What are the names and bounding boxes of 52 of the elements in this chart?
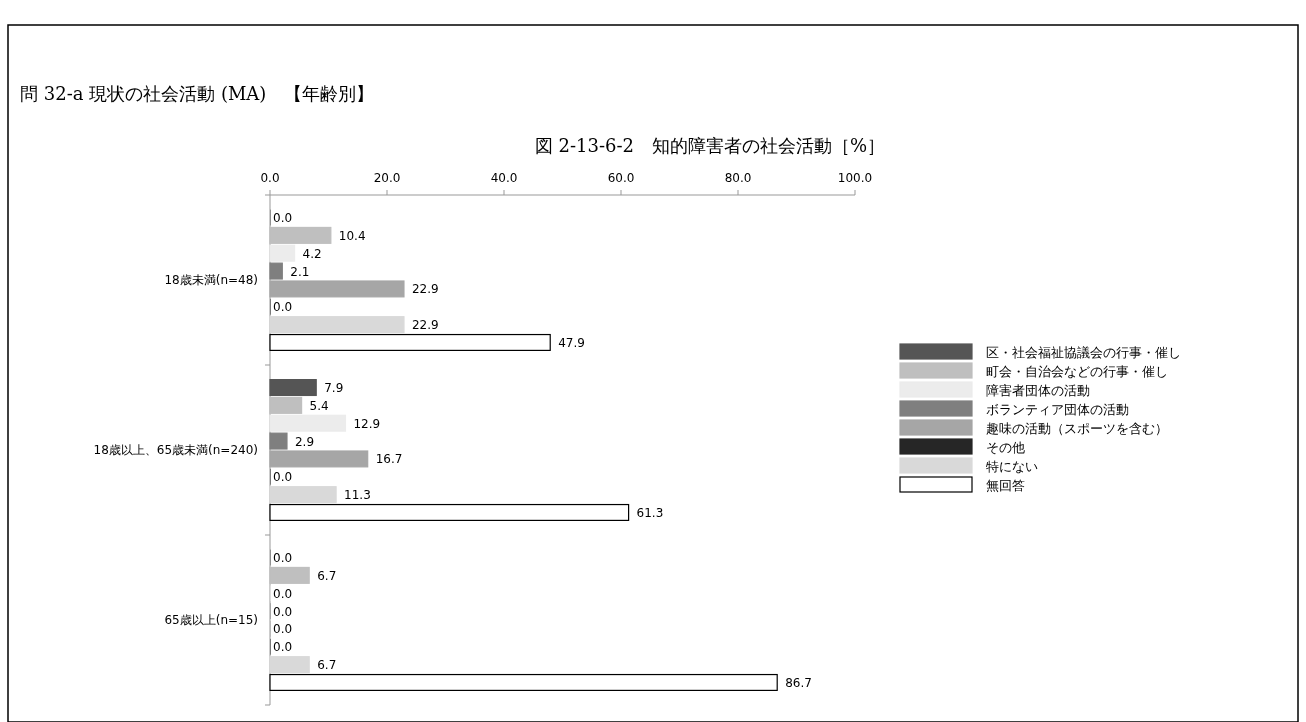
bar	[269, 396, 303, 414]
x-tick-label: 100.0	[837, 171, 873, 185]
bar	[269, 673, 778, 691]
data-label: 7.9	[324, 381, 344, 396]
y-tick-label: 18歳未満(n=48)	[164, 273, 258, 287]
data-label: 0.0	[273, 470, 293, 485]
x-tick-label: 20.0	[373, 171, 401, 185]
data-label: 0.0	[273, 300, 293, 315]
chart-title: 問 32-a 現状の社会活動 (MA) 【年齢別】	[20, 83, 375, 104]
x-tick-label: 0.0	[260, 171, 280, 185]
data-label: 47.9	[558, 335, 585, 350]
data-label: 0.0	[273, 551, 293, 566]
x-tick-label: 80.0	[724, 171, 752, 185]
data-label: 5.4	[309, 398, 329, 413]
bar	[269, 244, 296, 262]
data-label: 22.9	[411, 318, 439, 333]
bar	[269, 656, 310, 674]
y-tick-label: 65歳以上(n=15)	[164, 613, 258, 627]
data-label: 22.9	[411, 282, 439, 297]
bar	[269, 379, 317, 397]
bar	[269, 432, 288, 450]
bar	[269, 450, 369, 468]
data-label: 2.1	[290, 264, 310, 279]
data-label: 0.0	[273, 604, 293, 619]
bar	[269, 503, 630, 521]
data-label: 4.2	[302, 246, 322, 261]
bar	[269, 316, 405, 334]
data-label: 6.7	[317, 568, 337, 583]
data-label: 86.7	[785, 675, 812, 690]
data-label: 0.0	[273, 622, 293, 637]
bar	[269, 333, 551, 351]
bar	[269, 486, 337, 504]
data-label: 10.4	[338, 228, 366, 243]
data-label: 2.9	[294, 434, 315, 449]
data-label: 11.3	[344, 488, 371, 503]
data-label: 12.9	[353, 416, 381, 431]
bar	[269, 414, 347, 432]
data-label: 16.7	[375, 452, 403, 467]
chart-subtitle: 図 2-13-6-2 知的障害者の社会活動［%］	[534, 135, 886, 156]
data-label: 0.0	[273, 211, 293, 226]
x-tick-label: 60.0	[607, 171, 635, 185]
x-tick-label: 40.0	[490, 171, 518, 185]
data-label: 0.0	[273, 640, 293, 655]
legend: 区・社会福祉協議会の行事・催し 町会・自治会などの行事・催し 障害者団体の活動 ボランティア団体の活動 趣味の活動（スポーツを含む） その他 特にない 無回答	[899, 343, 1181, 493]
bar	[269, 262, 283, 280]
data-label: 6.7	[317, 658, 337, 673]
y-tick-label: 18歳以上、65歳未満(n=240)	[93, 443, 258, 457]
data-label: 61.3	[636, 505, 664, 520]
bar	[269, 280, 405, 298]
data-label: 0.0	[273, 586, 293, 601]
bar	[269, 226, 332, 244]
bar	[269, 566, 310, 584]
